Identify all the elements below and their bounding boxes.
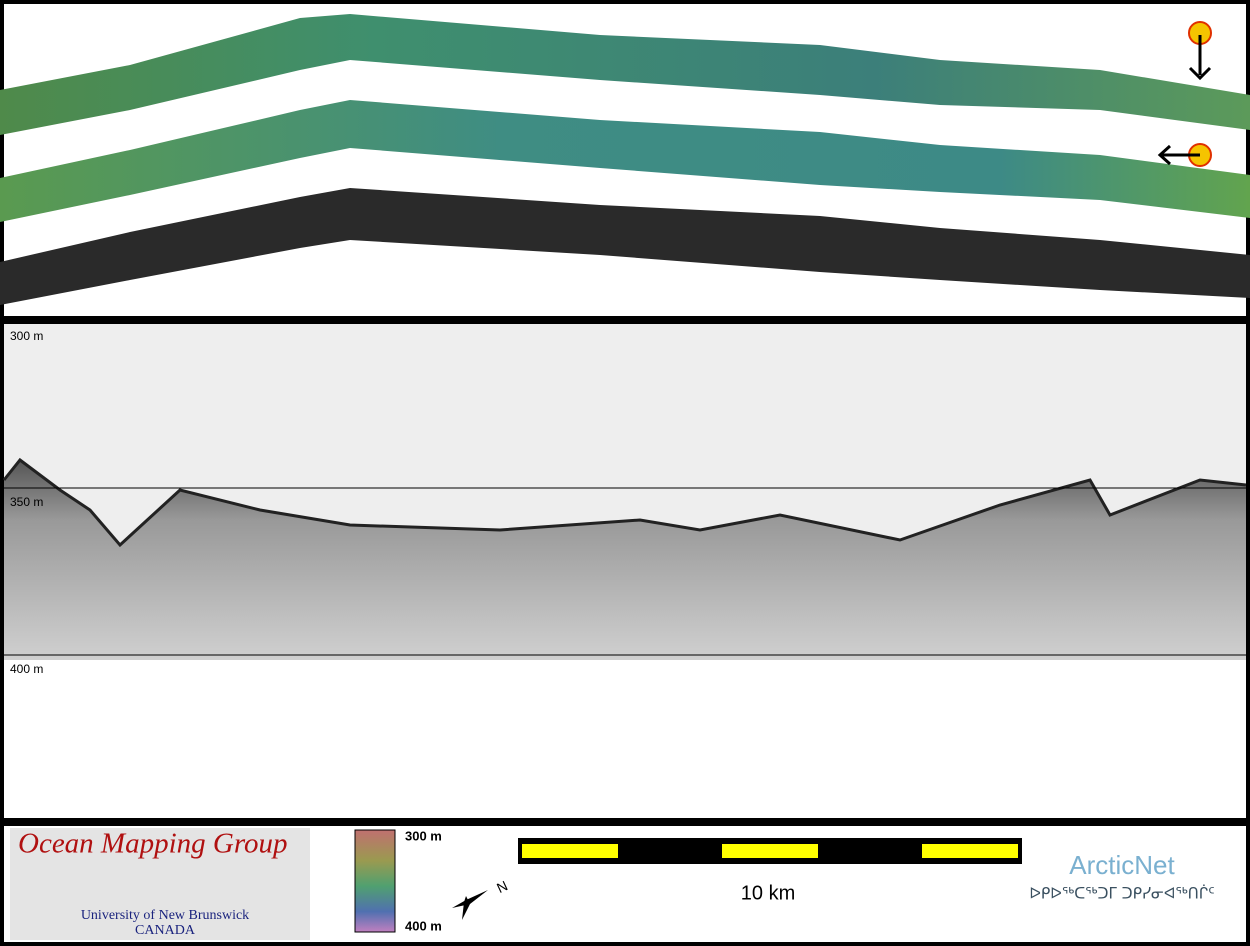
logo-country: CANADA <box>135 923 196 938</box>
logo-title: Ocean Mapping Group <box>18 828 288 860</box>
sun-icon <box>1157 21 1212 167</box>
color-bar-label: 400 m <box>405 918 442 933</box>
color-bar-label: 300 m <box>405 828 442 843</box>
north-arrow <box>452 890 488 920</box>
scale-label: 10 km <box>741 882 795 904</box>
swath-backscatter <box>0 188 1250 305</box>
scale-segment <box>922 844 1018 858</box>
scale-segment <box>522 844 618 858</box>
depth-label: 350 m <box>10 495 43 509</box>
logo-box <box>10 828 310 940</box>
swath-shaded <box>0 14 1250 135</box>
arcticnet-name: ArcticNet <box>1069 850 1175 880</box>
depth-label: 300 m <box>10 329 43 343</box>
seafloor-echo <box>4 460 1246 660</box>
color-bar <box>354 829 396 933</box>
arcticnet-inuktitut: ᐅᑭᐅᖅᑕᖅᑐᒥ ᑐᑭᓯᓂᐊᖅᑎᒌᑦ <box>1029 885 1214 903</box>
logo-university: University of New Brunswick <box>81 908 249 923</box>
depth-label: 400 m <box>10 662 43 676</box>
swath-depth <box>0 100 1250 222</box>
seafloor-line <box>2 457 1247 548</box>
scale-segment <box>722 844 818 858</box>
